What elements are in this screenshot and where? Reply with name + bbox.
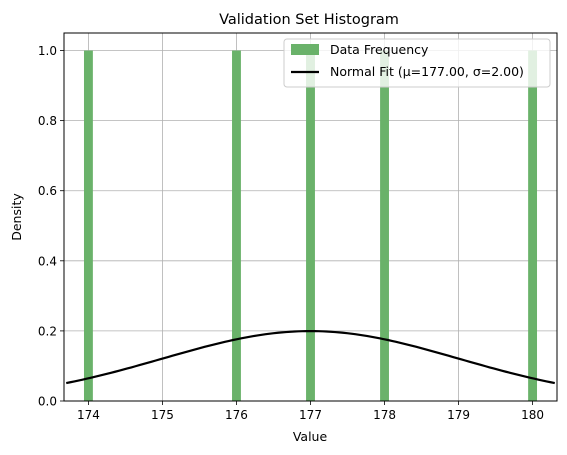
histogram-bar-1 — [232, 50, 241, 402]
legend: Data Frequency Normal Fit (μ=177.00, σ=2… — [283, 38, 551, 88]
histogram-bars — [83, 50, 538, 402]
y-axis-ticks: 0.0 0.2 0.4 0.6 0.8 1.0 — [38, 44, 64, 409]
x-tick-label-4: 178 — [373, 408, 396, 422]
legend-label-data-frequency: Data Frequency — [330, 42, 429, 57]
legend-label-normal-fit: Normal Fit (μ=177.00, σ=2.00) — [330, 64, 524, 79]
legend-box — [283, 38, 551, 88]
x-axis-ticks: 174 175 176 177 178 179 180 — [77, 401, 544, 422]
legend-swatch-data-frequency — [291, 44, 319, 55]
normal-fit-line — [66, 329, 555, 385]
x-tick-label-5: 179 — [447, 408, 470, 422]
x-axis-label: Value — [293, 429, 328, 444]
histogram-bar-3 — [380, 50, 389, 402]
histogram-bar-2 — [306, 50, 315, 402]
x-tick-label-6: 180 — [521, 408, 544, 422]
x-tick-label-0: 174 — [77, 408, 100, 422]
x-tick-label-2: 176 — [225, 408, 248, 422]
y-tick-label-2: 0.4 — [38, 254, 57, 268]
y-axis-label: Density — [9, 193, 24, 241]
y-tick-label-1: 0.2 — [38, 324, 57, 338]
histogram-bar-4 — [528, 50, 538, 402]
y-tick-label-5: 1.0 — [38, 44, 57, 58]
histogram-bar-0 — [83, 50, 93, 402]
y-tick-label-3: 0.6 — [38, 184, 57, 198]
y-tick-label-0: 0.0 — [38, 395, 57, 409]
y-tick-label-4: 0.8 — [38, 114, 57, 128]
x-tick-label-3: 177 — [299, 408, 322, 422]
x-tick-label-1: 175 — [151, 408, 174, 422]
chart-title: Validation Set Histogram — [219, 12, 399, 28]
